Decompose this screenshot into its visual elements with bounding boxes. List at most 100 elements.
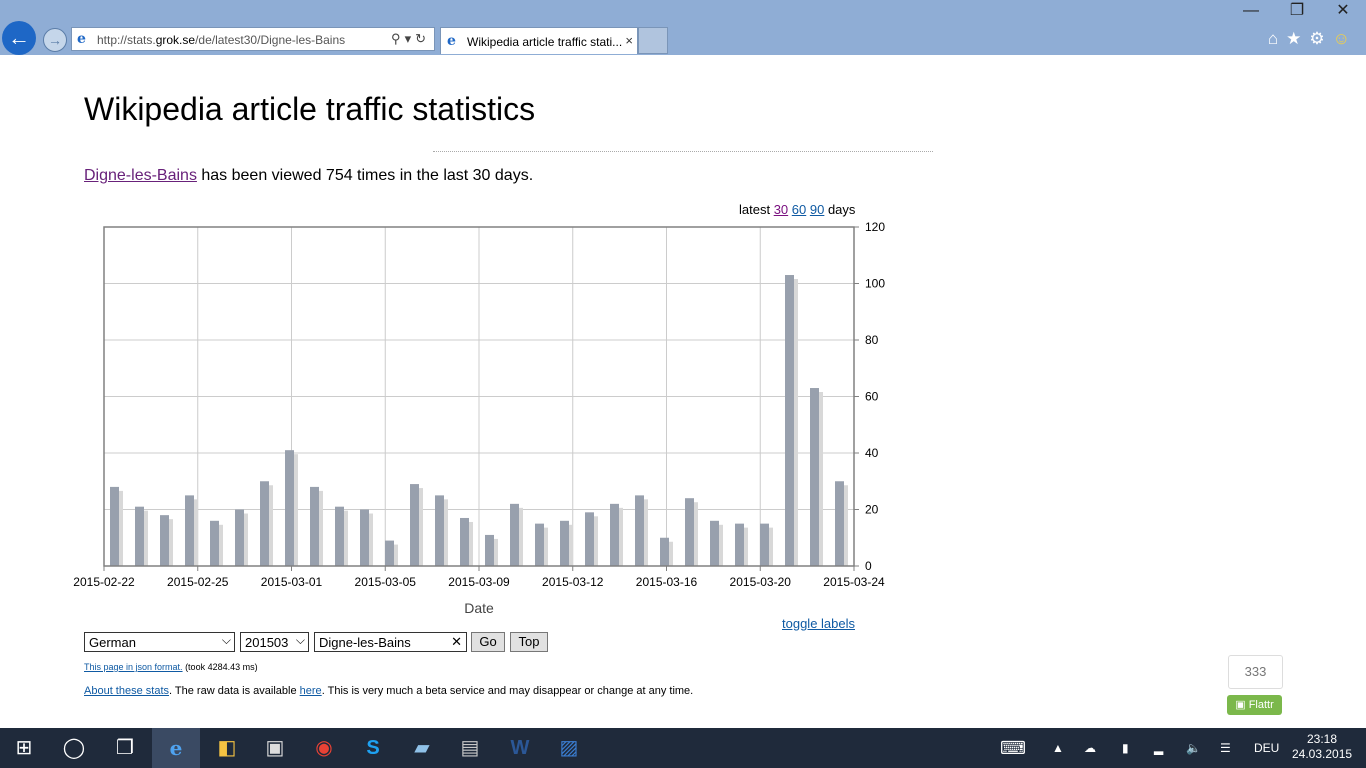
- bar: [635, 495, 644, 566]
- chevron-down-icon[interactable]: ▾: [404, 31, 416, 46]
- windows-start-icon[interactable]: ⊞: [15, 737, 33, 759]
- explorer-icon[interactable]: ◧: [217, 737, 237, 759]
- notifications-icon[interactable]: ☰: [1220, 741, 1231, 755]
- top-button[interactable]: Top: [510, 632, 548, 652]
- divider: [433, 151, 933, 152]
- about-line: About these stats. The raw data is avail…: [84, 685, 694, 697]
- x-axis-label: Date: [464, 600, 494, 616]
- bar: [685, 498, 694, 566]
- close-icon[interactable]: ✕: [1336, 2, 1350, 19]
- new-tab-button[interactable]: [638, 27, 668, 54]
- skype-icon[interactable]: S: [366, 737, 380, 759]
- bar: [660, 537, 669, 566]
- window-controls: — ❐ ✕: [1228, 0, 1366, 22]
- browser-chrome: ← → e http://stats.grok.se/de/latest30/D…: [0, 0, 1366, 55]
- ie-icon: e: [77, 31, 86, 47]
- bar: [260, 481, 269, 566]
- bar: [285, 450, 294, 566]
- store-icon[interactable]: ▣: [265, 737, 285, 759]
- task-view-icon[interactable]: ❐: [116, 737, 134, 759]
- ie-taskbar-icon[interactable]: e: [152, 728, 200, 768]
- period-90-link[interactable]: 90: [809, 202, 825, 217]
- x-tick-label: 2015-02-25: [167, 575, 229, 589]
- tab-close-icon[interactable]: ×: [625, 33, 633, 48]
- flattr-button[interactable]: ▣ Flattr: [1227, 695, 1282, 715]
- keyboard-icon[interactable]: ⌨: [1000, 738, 1026, 758]
- address-url[interactable]: http://stats.grok.se/de/latest30/Digne-l…: [97, 33, 346, 47]
- search-icon[interactable]: ⚲: [391, 31, 405, 46]
- word-icon[interactable]: W: [510, 737, 530, 759]
- y-tick-label: 0: [865, 559, 872, 573]
- restore-icon[interactable]: ❐: [1289, 2, 1305, 19]
- x-tick-label: 2015-03-09: [448, 575, 510, 589]
- traffic-bar-chart: 0 20 40 60 80 100 120 2015-02-22 2015-02-25 2015-…: [73, 220, 885, 616]
- browser-tab[interactable]: e Wikipedia article traffic stati... ×: [440, 27, 638, 54]
- bar: [785, 275, 794, 566]
- bar: [710, 520, 719, 566]
- smiley-icon[interactable]: ☺: [1332, 29, 1358, 48]
- bar: [235, 509, 244, 566]
- y-tick-label: 120: [865, 220, 885, 234]
- cortana-icon[interactable]: ◯: [62, 737, 86, 759]
- y-tick-label: 60: [865, 390, 879, 404]
- article-link[interactable]: Digne-les-Bains: [84, 167, 197, 184]
- input-language[interactable]: DEU: [1254, 741, 1280, 755]
- bar: [560, 520, 569, 566]
- battery-icon[interactable]: ▮: [1122, 741, 1129, 755]
- language-select[interactable]: German ⌵: [84, 632, 235, 652]
- app3-icon[interactable]: ▨: [559, 737, 579, 759]
- y-tick-label: 80: [865, 333, 879, 347]
- app2-icon[interactable]: ▤: [460, 737, 480, 759]
- bar: [810, 388, 819, 566]
- address-bar[interactable]: e http://stats.grok.se/de/latest30/Digne…: [71, 27, 435, 51]
- taskbar: ⊞ ◯ ❐ e ◧ ▣ ◉ S ▰ ▤ W ▨ ⌨ ▲ ☁ ▮ ▂ 🔈 ☰ DE…: [0, 728, 1366, 768]
- page-title: Wikipedia article traffic statistics: [84, 91, 536, 127]
- refresh-icon[interactable]: ↻: [415, 31, 430, 46]
- toggle-labels-link[interactable]: toggle labels: [782, 616, 855, 631]
- json-line: This page in json format. (took 4284.43 …: [84, 662, 258, 672]
- flattr-count: 333: [1228, 655, 1283, 689]
- network-status-icon[interactable]: ☁: [1084, 741, 1096, 755]
- address-tools[interactable]: ⚲▾↻: [391, 31, 430, 47]
- x-tick-label: 2015-03-01: [261, 575, 323, 589]
- clock[interactable]: 23:18 24.03.2015: [1292, 732, 1353, 761]
- bar: [510, 503, 519, 566]
- json-link[interactable]: This page in json format.: [84, 662, 183, 672]
- go-button[interactable]: Go: [471, 632, 505, 652]
- bar: [110, 486, 119, 566]
- bar: [210, 520, 219, 566]
- y-tick-label: 20: [865, 503, 879, 517]
- favorites-star-icon[interactable]: ★: [1286, 29, 1310, 48]
- period-30-link[interactable]: 30: [773, 202, 789, 217]
- app-icon[interactable]: ▰: [414, 737, 430, 759]
- chrome-icon[interactable]: ◉: [315, 737, 333, 759]
- clear-icon[interactable]: ✕: [451, 634, 462, 649]
- ie-icon: e: [447, 33, 456, 49]
- y-tick-label: 100: [865, 277, 885, 291]
- bar: [385, 540, 394, 566]
- bar: [160, 515, 169, 566]
- bar: [435, 495, 444, 566]
- bar: [835, 481, 844, 566]
- gear-icon[interactable]: ⚙: [1309, 29, 1333, 48]
- wifi-icon[interactable]: ▂: [1154, 741, 1164, 755]
- raw-data-link[interactable]: here: [299, 685, 322, 697]
- plot-frame: [103, 226, 855, 567]
- volume-icon[interactable]: 🔈: [1186, 741, 1201, 755]
- article-input[interactable]: Digne-les-Bains ✕: [314, 632, 467, 652]
- chevron-up-icon[interactable]: ▲: [1052, 741, 1064, 755]
- bar: [535, 523, 544, 566]
- about-link[interactable]: About these stats: [84, 685, 169, 697]
- bar: [485, 534, 494, 566]
- bar: [185, 495, 194, 566]
- back-button[interactable]: ←: [2, 21, 36, 55]
- month-select[interactable]: 201503 ⌵: [240, 632, 309, 652]
- period-60-link[interactable]: 60: [791, 202, 807, 217]
- forward-button[interactable]: →: [43, 28, 67, 52]
- home-icon[interactable]: ⌂: [1267, 29, 1287, 48]
- bar: [735, 523, 744, 566]
- bar: [610, 503, 619, 566]
- bar: [360, 509, 369, 566]
- x-tick-label: 2015-03-24: [823, 575, 885, 589]
- minimize-icon[interactable]: —: [1243, 2, 1259, 19]
